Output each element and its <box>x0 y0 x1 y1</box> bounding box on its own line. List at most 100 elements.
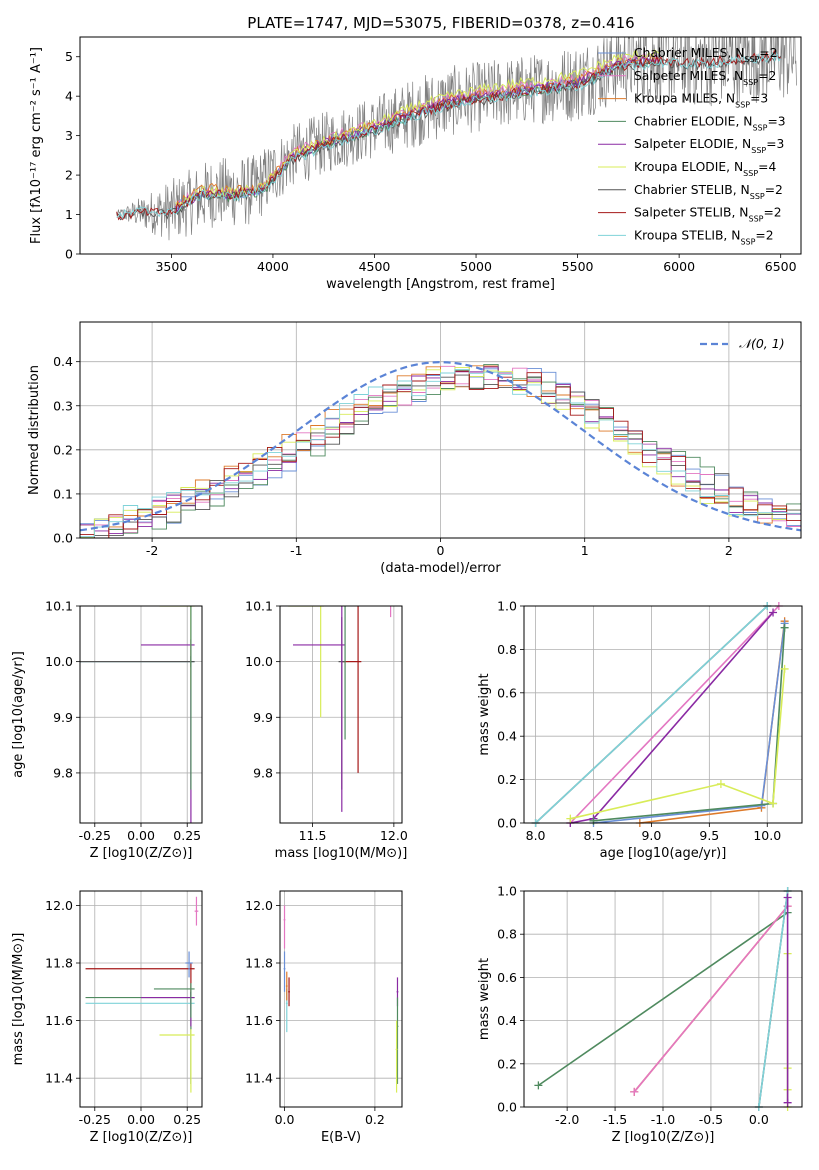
age-vs-mass-labels: mass [log10(M/M⊙)] <box>275 605 408 861</box>
y-tick-label: 10.1 <box>245 599 273 614</box>
residuals-frame <box>79 321 802 539</box>
point-chabrier_miles <box>187 573 193 590</box>
x-tick-label: 10.0 <box>753 828 781 843</box>
x-tick-label: -0.25 <box>79 1112 111 1127</box>
histogram-chabrier_elodie <box>80 363 801 538</box>
point-chabrier_miles <box>283 951 286 992</box>
marker-salpeter_elodie <box>769 608 778 617</box>
y-tick-label: 11.6 <box>45 1013 73 1028</box>
point-kroupa_elodie <box>288 606 324 718</box>
y-axis-label: age [log10(age/yr)] <box>11 651 26 778</box>
y-tick-label: 0.4 <box>497 1013 517 1028</box>
point-kroupa_elodie <box>159 606 195 690</box>
series-kroupa_elodie <box>570 668 786 820</box>
series-salpeter_miles <box>633 905 789 1093</box>
y-axis-label: Flux [fλ10⁻¹⁷ erg cm⁻² s⁻¹ A⁻¹] <box>29 47 44 244</box>
y-tick-label: 9.8 <box>253 765 273 780</box>
y-tick-label: 9.9 <box>253 710 273 725</box>
x-tick-label: 6500 <box>765 259 797 274</box>
marker-kroupa_elodie <box>769 799 778 808</box>
legend-entry-salpeter_stelib: Salpeter STELIB, NSSP=2 <box>634 206 782 224</box>
series-kroupa_stelib <box>535 606 768 823</box>
x-tick-label: 4500 <box>359 259 391 274</box>
legend-entry-gaussian: 𝒩(0, 1) <box>739 336 785 351</box>
x-axis-label: mass [log10(M/M⊙)] <box>275 846 408 861</box>
x-tick-label: -2.0 <box>555 1112 579 1127</box>
x-tick-label: 6000 <box>663 259 695 274</box>
x-tick-label: 0 <box>437 543 445 558</box>
point-chabrier_elodie <box>344 606 346 740</box>
residuals-axes: -2 -1 0 1 2 0.0 0.1 0.2 0.3 0.4 <box>53 322 801 558</box>
point-salpeter_elodie <box>141 639 195 823</box>
y-tick-label: 2 <box>65 168 73 183</box>
series-chabrier_elodie <box>537 911 789 1087</box>
series-chabrier_miles <box>593 623 786 823</box>
y-tick-label: 0.4 <box>53 354 73 369</box>
x-axis-label: Z [log10(Z/Z⊙)] <box>90 846 193 861</box>
histogram-kroupa_stelib <box>80 369 801 538</box>
y-tick-label: 0.6 <box>497 685 517 700</box>
point-chabrier_miles <box>358 573 366 595</box>
x-tick-label: 9.0 <box>641 828 661 843</box>
x-tick-label: -1.5 <box>603 1112 627 1127</box>
x-tick-label: 8.0 <box>526 828 546 843</box>
y-axis-label: mass weight <box>477 673 492 755</box>
x-tick-label: -0.25 <box>79 828 111 843</box>
spectrum-legend: Chabrier MILES, NSSP=2 Salpeter MILES, NS… <box>598 46 786 246</box>
marker-kroupa_elodie <box>566 814 575 823</box>
y-tick-label: 9.8 <box>53 765 73 780</box>
x-tick-label: 1 <box>581 543 589 558</box>
age-vs-mass-axes: 11.5 12.0 9.8 9.9 10.0 10.1 <box>245 599 408 844</box>
spectrum-labels: wavelength [Angstrom, rest frame] Flux [f… <box>29 36 802 292</box>
x-axis-label: E(B-V) <box>321 1130 361 1145</box>
legend-entry-salpeter_miles: Salpeter MILES, NSSP=2 <box>634 69 776 87</box>
spectrum-frame <box>79 36 802 255</box>
point-chabrier_elodie <box>153 983 195 1018</box>
x-tick-label: 11.5 <box>299 828 327 843</box>
x-tick-label: 0.25 <box>173 828 201 843</box>
y-axis-label: mass weight <box>477 958 492 1040</box>
y-tick-label: 10.0 <box>45 654 73 669</box>
x-tick-label: 5000 <box>460 259 492 274</box>
x-tick-label: 0.00 <box>127 828 155 843</box>
marker-salpeter_miles <box>630 1087 639 1096</box>
y-tick-label: 1 <box>65 207 73 222</box>
legend-entry-chabrier_elodie: Chabrier ELODIE, NSSP=3 <box>634 114 786 131</box>
x-tick-label: 2 <box>725 543 733 558</box>
y-tick-label: 11.6 <box>245 1013 273 1028</box>
x-axis-label: Z [log10(Z/Z⊙)] <box>612 1130 715 1145</box>
y-tick-label: 0.2 <box>497 772 517 787</box>
age-vs-Z-frame <box>79 605 203 824</box>
mass-vs-Z-frame <box>79 890 203 1108</box>
x-tick-label: 4000 <box>257 259 289 274</box>
point-chabrier_elodie <box>190 606 192 790</box>
y-tick-label: 10.0 <box>245 654 273 669</box>
x-axis-label: (data-model)/error <box>380 561 501 576</box>
legend-entry-chabrier_stelib: Chabrier STELIB, NSSP=2 <box>634 183 783 201</box>
legend-entry-chabrier_miles: Chabrier MILES, NSSP=2 <box>634 46 778 64</box>
observed-spectrum <box>116 37 797 241</box>
y-tick-label: 12.0 <box>245 898 273 913</box>
mass-weight-vs-Z-labels: Z [log10(Z/Z⊙)] mass weight <box>477 890 803 1145</box>
marker-salpeter_elodie <box>783 893 792 902</box>
y-tick-label: 0.8 <box>497 927 517 942</box>
mass-vs-ebv-labels: E(B-V) <box>279 890 403 1145</box>
age-vs-mass-frame <box>279 605 403 824</box>
legend-entry-kroupa_stelib: Kroupa STELIB, NSSP=2 <box>634 228 774 246</box>
y-tick-label: 3 <box>65 128 73 143</box>
y-tick-label: 0 <box>65 247 73 262</box>
y-tick-label: 11.8 <box>45 956 73 971</box>
x-tick-label: 0.0 <box>275 1112 295 1127</box>
y-tick-label: 12.0 <box>45 898 73 913</box>
residuals-labels: (data-model)/error Normed distribution <box>27 321 802 576</box>
marker-salpeter_elodie <box>783 1098 792 1107</box>
x-axis-label: wavelength [Angstrom, rest frame] <box>326 277 555 292</box>
mass-weight-vs-age-labels: age [log10(age/yr)] mass weight <box>477 605 803 861</box>
mass-weight-vs-Z-frame <box>523 890 803 1108</box>
legend-entry-kroupa_elodie: Kroupa ELODIE, NSSP=4 <box>634 160 776 178</box>
mass-vs-Z-labels: Z [log10(Z/Z⊙)] mass [log10(M/M⊙)] <box>11 890 203 1145</box>
spectrum-axes: 3500 4000 4500 5000 5500 6000 6500 0 1 2 3 4 5 <box>65 49 797 274</box>
point-salpeter_miles <box>193 561 197 572</box>
series-salpeter_miles <box>175 52 660 209</box>
